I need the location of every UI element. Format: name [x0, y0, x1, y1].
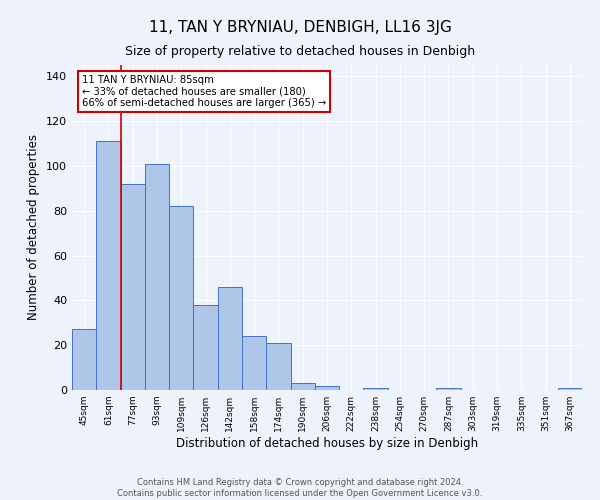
Text: Contains HM Land Registry data © Crown copyright and database right 2024.
Contai: Contains HM Land Registry data © Crown c…	[118, 478, 482, 498]
Bar	[242, 336, 266, 390]
Bar	[96, 141, 121, 390]
Bar	[436, 388, 461, 390]
Bar	[121, 184, 145, 390]
Bar	[266, 343, 290, 390]
Bar	[193, 305, 218, 390]
Bar	[169, 206, 193, 390]
Y-axis label: Number of detached properties: Number of detached properties	[28, 134, 40, 320]
Bar	[315, 386, 339, 390]
Bar	[72, 330, 96, 390]
Text: 11 TAN Y BRYNIAU: 85sqm
← 33% of detached houses are smaller (180)
66% of semi-d: 11 TAN Y BRYNIAU: 85sqm ← 33% of detache…	[82, 74, 326, 108]
Bar	[145, 164, 169, 390]
Text: Size of property relative to detached houses in Denbigh: Size of property relative to detached ho…	[125, 45, 475, 58]
Bar	[290, 384, 315, 390]
Bar	[364, 388, 388, 390]
Bar	[558, 388, 582, 390]
X-axis label: Distribution of detached houses by size in Denbigh: Distribution of detached houses by size …	[176, 437, 478, 450]
Text: 11, TAN Y BRYNIAU, DENBIGH, LL16 3JG: 11, TAN Y BRYNIAU, DENBIGH, LL16 3JG	[149, 20, 451, 35]
Bar	[218, 287, 242, 390]
